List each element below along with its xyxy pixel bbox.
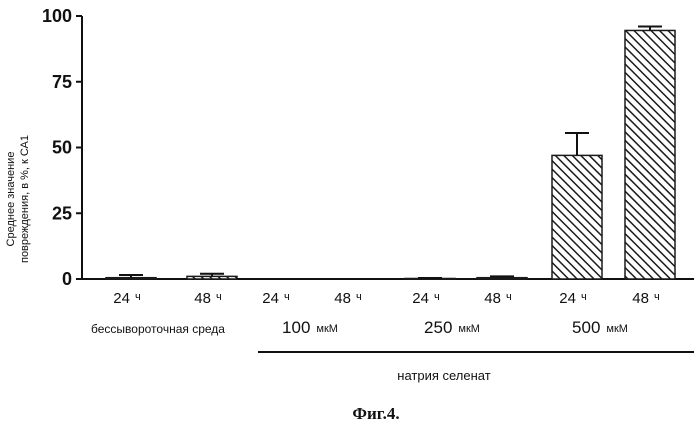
y-axis-label-line-2: повреждения, в %, к СА1 (19, 135, 31, 263)
bar (106, 278, 156, 279)
x-tick-label: 48ч (632, 290, 659, 307)
x-tick-label: 24ч (262, 290, 289, 307)
x-category-labels: 24ч 48ч 24ч 48ч 24ч 48ч 24ч 48ч (113, 290, 659, 307)
figure-caption: Фиг.4. (352, 404, 399, 423)
group-label: 100мкМ (282, 318, 338, 337)
group-label: 500мкМ (572, 318, 628, 337)
x-tick-label: 48ч (194, 290, 221, 307)
x-tick-label: 24ч (412, 290, 439, 307)
y-tick-label: 25 (52, 203, 72, 223)
error-bar (565, 133, 589, 155)
y-axis: 0 25 50 75 100 (42, 6, 82, 289)
x-tick-label: 48ч (334, 290, 361, 307)
group-labels: бессывороточная среда 100мкМ 250мкМ 500мкМ (91, 318, 628, 337)
error-bar (418, 278, 442, 279)
group-label: 250мкМ (424, 318, 480, 337)
bar (187, 276, 237, 279)
y-tick-label: 50 (52, 138, 72, 158)
treatment-bracket-label: натрия селенат (397, 368, 490, 383)
bar (477, 278, 527, 279)
y-tick-label: 0 (62, 269, 72, 289)
bar (552, 155, 602, 279)
group-label: бессывороточная среда (91, 322, 225, 336)
x-tick-label: 24ч (113, 290, 140, 307)
y-axis-label-line-1: Среднее значение (5, 152, 17, 247)
bar (625, 30, 675, 279)
x-tick-label: 24ч (559, 290, 586, 307)
bars (106, 27, 675, 279)
y-tick-label: 100 (42, 6, 72, 26)
x-tick-label: 48ч (484, 290, 511, 307)
y-tick-label: 75 (52, 72, 72, 92)
